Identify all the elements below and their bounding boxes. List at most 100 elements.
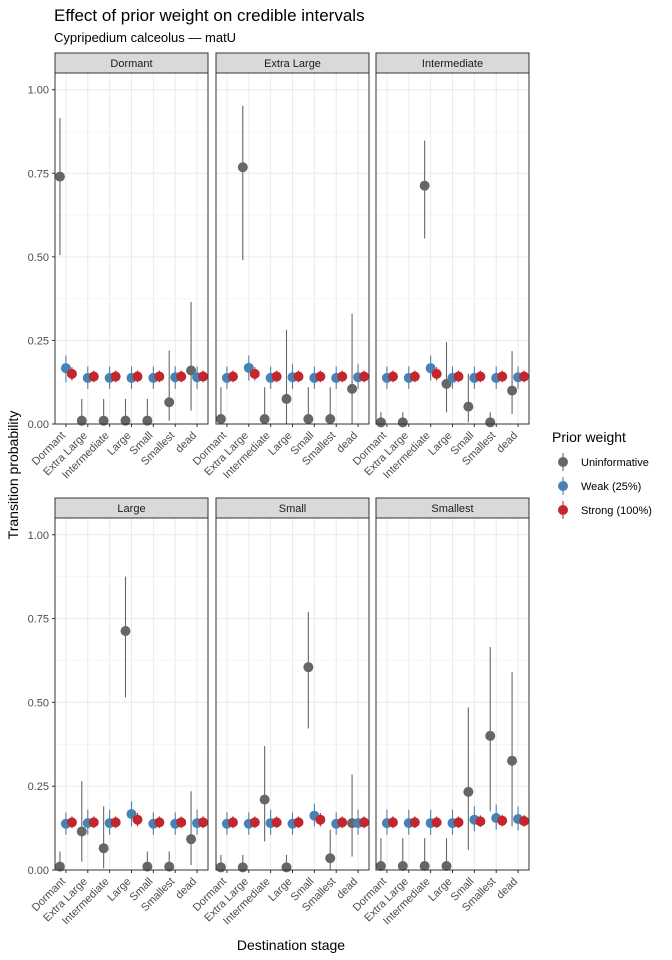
data-point-strong-100	[88, 371, 99, 382]
data-point-uninformative	[142, 415, 153, 426]
data-point-strong-100	[387, 817, 398, 828]
data-point-strong-100	[475, 816, 486, 827]
data-point-strong-100	[271, 817, 282, 828]
y-tick-label: 1.00	[28, 530, 49, 542]
data-point-uninformative	[215, 413, 226, 424]
data-point-uninformative	[463, 786, 474, 797]
data-point-strong-100	[249, 368, 260, 379]
strip-label: Extra Large	[264, 58, 321, 70]
data-point-uninformative	[142, 861, 153, 872]
data-point-strong-100	[497, 815, 508, 826]
y-tick-label: 0.25	[28, 781, 49, 793]
data-point-strong-100	[359, 817, 370, 828]
data-point-uninformative	[76, 415, 87, 426]
legend-key-point	[558, 457, 568, 467]
data-point-uninformative	[164, 397, 175, 408]
panel-border	[54, 517, 209, 871]
data-point-uninformative	[98, 843, 109, 854]
data-point-uninformative	[281, 393, 292, 404]
data-point-uninformative	[485, 417, 496, 428]
data-point-uninformative	[120, 625, 131, 636]
data-point-uninformative	[397, 417, 408, 428]
y-tick-label: 0.00	[28, 419, 49, 431]
data-point-uninformative	[164, 861, 175, 872]
data-point-uninformative	[463, 401, 474, 412]
data-point-uninformative	[237, 862, 248, 873]
legend-key-point	[558, 505, 568, 515]
data-point-strong-100	[132, 371, 143, 382]
data-point-uninformative	[186, 834, 197, 845]
panel-border	[215, 72, 370, 425]
y-axis-title: Transition probability	[5, 411, 21, 540]
data-point-uninformative	[237, 162, 248, 173]
facet-panels: Dormant0.000.250.500.751.00DormantExtra …	[28, 52, 530, 927]
data-point-uninformative	[120, 415, 131, 426]
data-point-uninformative	[259, 794, 270, 805]
data-point-strong-100	[293, 817, 304, 828]
strip-label: Intermediate	[422, 58, 483, 70]
panel-border	[54, 72, 209, 425]
chart-subtitle: Cypripedium calceolus — matU	[54, 30, 236, 45]
data-point-uninformative	[281, 862, 292, 873]
data-point-strong-100	[519, 816, 530, 827]
panel-border	[215, 517, 370, 871]
y-tick-label: 0.50	[28, 697, 49, 709]
data-point-strong-100	[409, 371, 420, 382]
data-point-uninformative	[441, 860, 452, 871]
data-point-uninformative	[485, 730, 496, 741]
panel-border	[375, 517, 530, 871]
data-point-uninformative	[375, 417, 386, 428]
data-point-uninformative	[419, 180, 430, 191]
data-point-strong-100	[475, 371, 486, 382]
data-point-strong-100	[271, 371, 282, 382]
data-point-uninformative	[186, 365, 197, 376]
data-point-strong-100	[176, 817, 187, 828]
data-point-uninformative	[347, 383, 358, 394]
data-point-strong-100	[315, 814, 326, 825]
data-point-uninformative	[54, 171, 65, 182]
strip-label: Large	[117, 503, 145, 515]
data-point-strong-100	[431, 368, 442, 379]
data-point-strong-100	[176, 371, 187, 382]
data-point-uninformative	[98, 415, 109, 426]
data-point-strong-100	[387, 371, 398, 382]
data-point-uninformative	[325, 853, 336, 864]
x-axis-title: Destination stage	[237, 937, 345, 953]
y-tick-label: 0.75	[28, 614, 49, 626]
y-tick-label: 1.00	[28, 85, 49, 97]
panel-dormant: Dormant0.000.250.500.751.00DormantExtra …	[28, 52, 209, 481]
data-point-strong-100	[88, 817, 99, 828]
data-point-uninformative	[54, 861, 65, 872]
data-point-strong-100	[110, 817, 121, 828]
data-point-uninformative	[397, 860, 408, 871]
y-tick-label: 0.00	[28, 865, 49, 877]
data-point-strong-100	[154, 371, 165, 382]
data-point-strong-100	[431, 817, 442, 828]
legend-item-weak-25: Weak (25%)	[558, 477, 641, 495]
y-tick-label: 0.25	[28, 335, 49, 347]
legend-label: Strong (100%)	[581, 505, 652, 517]
data-point-uninformative	[375, 860, 386, 871]
data-point-uninformative	[419, 860, 430, 871]
data-point-strong-100	[315, 371, 326, 382]
data-point-strong-100	[227, 817, 238, 828]
legend-title: Prior weight	[552, 429, 626, 445]
y-tick-label: 0.75	[28, 168, 49, 180]
data-point-strong-100	[66, 817, 77, 828]
legend-key-point	[558, 481, 568, 491]
y-tick-label: 0.50	[28, 252, 49, 264]
strip-label: Dormant	[110, 58, 152, 70]
data-point-strong-100	[293, 371, 304, 382]
legend: Prior weight Uninformative Weak (25%) Stron…	[552, 429, 652, 519]
data-point-strong-100	[409, 817, 420, 828]
data-point-strong-100	[453, 371, 464, 382]
data-point-strong-100	[337, 371, 348, 382]
data-point-strong-100	[497, 371, 508, 382]
data-point-strong-100	[110, 371, 121, 382]
data-point-strong-100	[227, 371, 238, 382]
